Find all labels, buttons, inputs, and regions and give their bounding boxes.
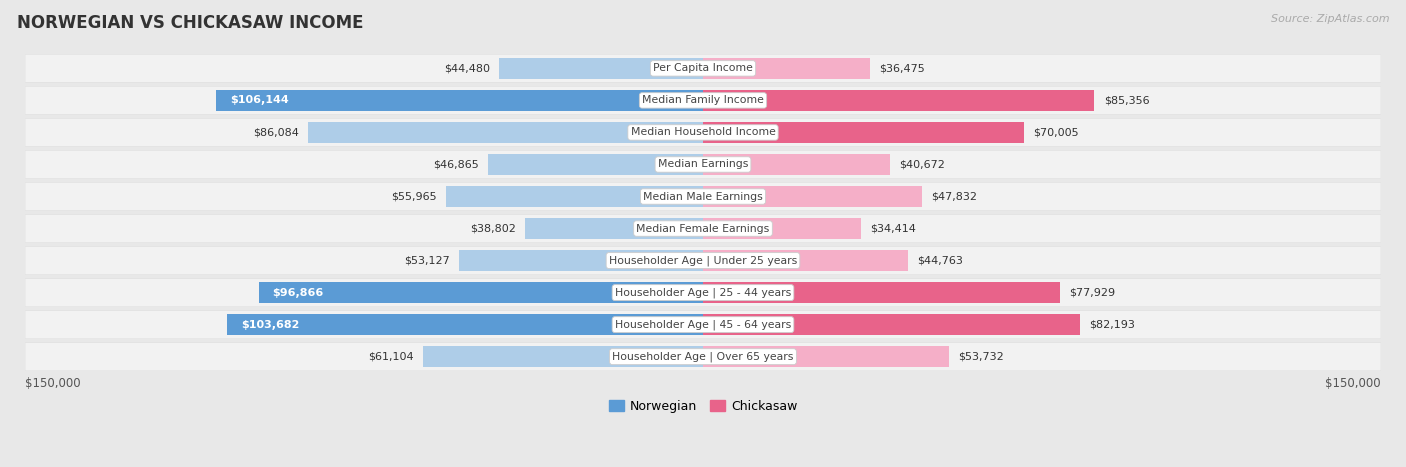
FancyBboxPatch shape — [25, 86, 1381, 115]
Text: Householder Age | 45 - 64 years: Householder Age | 45 - 64 years — [614, 319, 792, 330]
FancyBboxPatch shape — [25, 182, 1381, 211]
FancyBboxPatch shape — [25, 343, 1381, 371]
FancyBboxPatch shape — [25, 183, 1381, 211]
Text: $55,965: $55,965 — [391, 191, 437, 202]
FancyBboxPatch shape — [25, 118, 1381, 147]
Text: $61,104: $61,104 — [368, 352, 413, 361]
FancyBboxPatch shape — [25, 279, 1381, 306]
Text: Source: ZipAtlas.com: Source: ZipAtlas.com — [1271, 14, 1389, 24]
Bar — [228, 314, 703, 335]
FancyBboxPatch shape — [25, 311, 1381, 339]
FancyBboxPatch shape — [25, 214, 1381, 243]
Text: $46,865: $46,865 — [433, 159, 479, 170]
Bar — [460, 250, 703, 271]
Bar — [703, 90, 1094, 111]
Bar — [703, 58, 870, 79]
Bar — [703, 346, 949, 367]
Bar — [703, 282, 1060, 303]
FancyBboxPatch shape — [25, 247, 1381, 275]
Bar — [703, 122, 1024, 143]
FancyBboxPatch shape — [25, 150, 1381, 178]
Bar — [499, 58, 703, 79]
Bar — [524, 218, 703, 239]
Text: $34,414: $34,414 — [870, 224, 915, 234]
Text: $150,000: $150,000 — [1324, 376, 1381, 389]
FancyBboxPatch shape — [25, 215, 1381, 242]
Text: Median Male Earnings: Median Male Earnings — [643, 191, 763, 202]
Bar — [308, 122, 703, 143]
Text: $36,475: $36,475 — [880, 64, 925, 73]
Bar — [217, 90, 703, 111]
Text: Householder Age | 25 - 44 years: Householder Age | 25 - 44 years — [614, 287, 792, 298]
Text: $53,127: $53,127 — [405, 255, 450, 266]
FancyBboxPatch shape — [25, 86, 1381, 114]
FancyBboxPatch shape — [25, 246, 1381, 275]
Bar — [423, 346, 703, 367]
FancyBboxPatch shape — [25, 54, 1381, 83]
Text: $53,732: $53,732 — [959, 352, 1004, 361]
Bar — [703, 218, 860, 239]
Text: $96,866: $96,866 — [273, 288, 323, 297]
Text: $77,929: $77,929 — [1070, 288, 1116, 297]
Bar — [259, 282, 703, 303]
Text: $86,084: $86,084 — [253, 127, 299, 137]
Bar — [703, 250, 908, 271]
Text: $70,005: $70,005 — [1033, 127, 1078, 137]
FancyBboxPatch shape — [25, 278, 1381, 307]
Text: $106,144: $106,144 — [231, 95, 288, 106]
Text: Householder Age | Under 25 years: Householder Age | Under 25 years — [609, 255, 797, 266]
FancyBboxPatch shape — [25, 311, 1381, 339]
Text: Median Female Earnings: Median Female Earnings — [637, 224, 769, 234]
FancyBboxPatch shape — [25, 150, 1381, 179]
Text: $103,682: $103,682 — [242, 319, 299, 330]
Bar — [488, 154, 703, 175]
Text: Median Family Income: Median Family Income — [643, 95, 763, 106]
Text: NORWEGIAN VS CHICKASAW INCOME: NORWEGIAN VS CHICKASAW INCOME — [17, 14, 363, 32]
Legend: Norwegian, Chickasaw: Norwegian, Chickasaw — [603, 395, 803, 417]
Bar — [703, 314, 1080, 335]
FancyBboxPatch shape — [25, 342, 1381, 371]
Text: $44,763: $44,763 — [918, 255, 963, 266]
Text: $44,480: $44,480 — [444, 64, 489, 73]
Text: $82,193: $82,193 — [1090, 319, 1135, 330]
FancyBboxPatch shape — [25, 119, 1381, 146]
FancyBboxPatch shape — [25, 55, 1381, 82]
Text: Per Capita Income: Per Capita Income — [652, 64, 754, 73]
Text: $47,832: $47,832 — [932, 191, 977, 202]
Text: Median Earnings: Median Earnings — [658, 159, 748, 170]
Bar — [703, 186, 922, 207]
Bar — [703, 154, 890, 175]
Text: Householder Age | Over 65 years: Householder Age | Over 65 years — [612, 352, 794, 362]
Text: $150,000: $150,000 — [25, 376, 82, 389]
Text: $38,802: $38,802 — [470, 224, 516, 234]
Bar — [446, 186, 703, 207]
Text: $40,672: $40,672 — [898, 159, 945, 170]
Text: Median Household Income: Median Household Income — [630, 127, 776, 137]
Text: $85,356: $85,356 — [1104, 95, 1149, 106]
